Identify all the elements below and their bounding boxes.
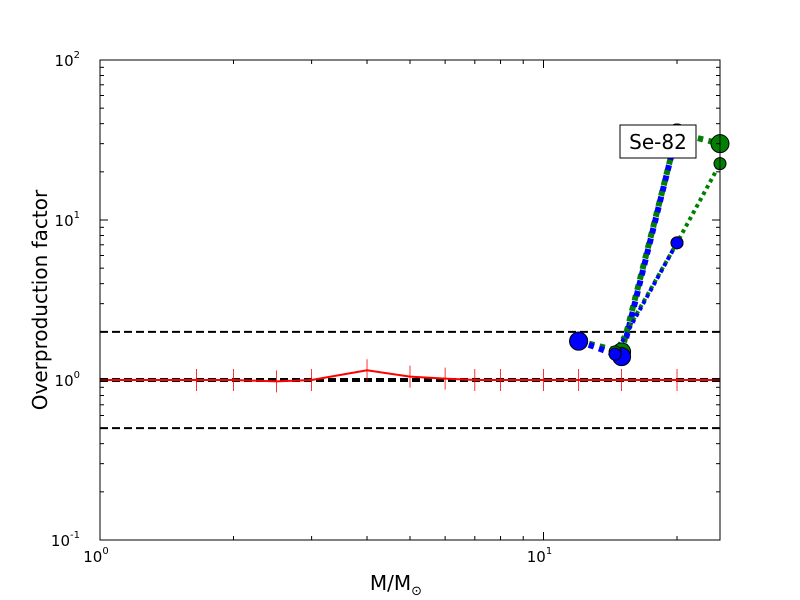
y-tick-label-3: 102 (55, 50, 80, 70)
x-tick-label-0: 100 (83, 546, 108, 566)
y-tick-label-2: 101 (55, 210, 80, 230)
annotation-label: Se-82 (629, 130, 687, 154)
series-4-point-1 (670, 236, 684, 250)
x-tick-label-1: 101 (527, 546, 552, 566)
series-2-point-0 (569, 331, 589, 351)
series-2-line (577, 132, 680, 361)
y-tick-label-1: 100 (55, 370, 80, 390)
x-axis-label: M/M⊙ (370, 571, 422, 599)
annotation: Se-82 (619, 124, 697, 159)
annotation-box (619, 124, 697, 159)
series-4-point-0 (608, 347, 622, 361)
y-axis-label: Overproduction factor (28, 189, 52, 410)
y-tick-label-0: 10-1 (51, 530, 80, 550)
